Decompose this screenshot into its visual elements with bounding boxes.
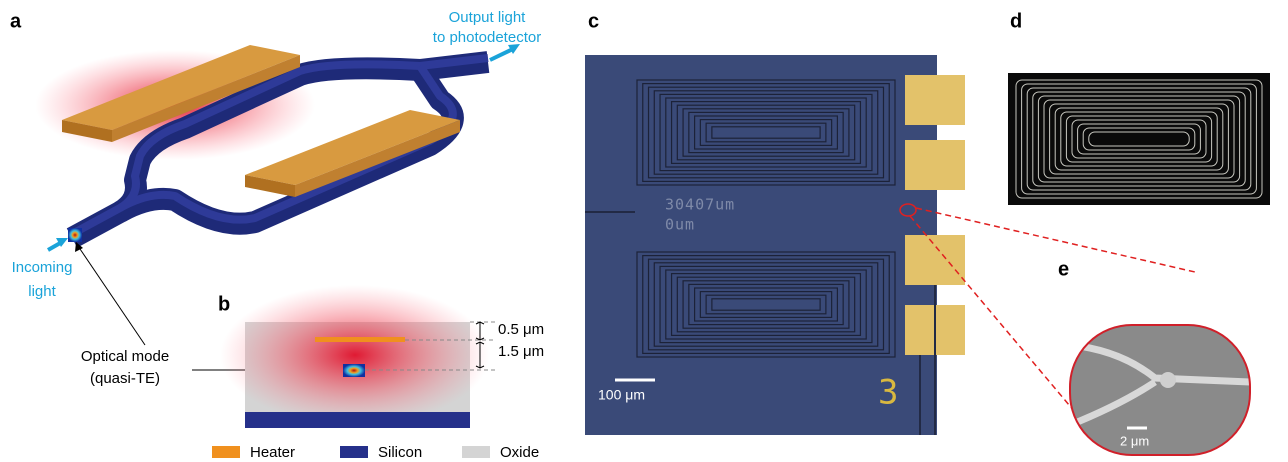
legend-label: Heater [250,444,295,461]
panel-label: e [1058,258,1069,280]
mode-facet [68,228,82,242]
annotation: to photodetector [433,29,541,46]
annotation: Output light [449,9,527,26]
panel-label: d [1010,10,1022,32]
annotation: Optical mode [81,348,169,365]
annotation: Incoming [12,259,73,276]
dimension-label: 0.5 μm [498,321,544,338]
chip-text: 0um [665,216,695,234]
spiral-image [1008,73,1270,205]
waveguide-mode [343,364,365,377]
annotation: (quasi-TE) [90,370,160,387]
panel-label: a [10,10,22,32]
annotation: light [28,283,56,300]
mode-glow [220,285,490,425]
silicon [245,412,470,428]
legend-swatch [212,446,240,458]
legend-swatch [340,446,368,458]
chip-text: 30407um [665,196,735,214]
figure: a Output light to photodetector Incoming… [0,0,1288,462]
dimension-label: 1.5 μm [498,343,544,360]
sem-image [1070,325,1250,455]
legend-swatch [462,446,490,458]
panel-label: b [218,293,230,315]
scale-label: 100 μm [598,387,645,403]
legend-label: Oxide [500,444,539,461]
scale-label: 2 μm [1120,433,1149,448]
panel-label: c [588,10,599,32]
legend-label: Silicon [378,444,422,461]
heater [315,337,405,342]
chip-number: 3 [878,373,898,413]
pointer [78,246,145,345]
